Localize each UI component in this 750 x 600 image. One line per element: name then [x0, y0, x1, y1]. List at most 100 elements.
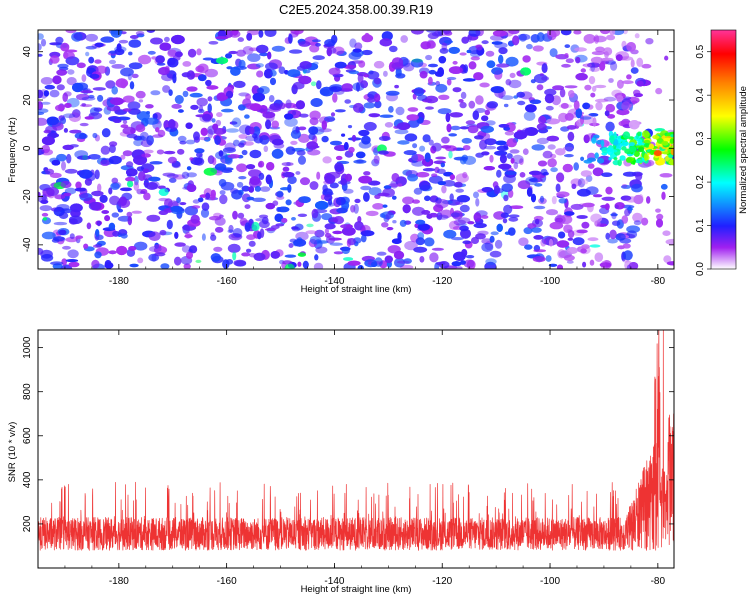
spectrogram-cell	[498, 54, 504, 64]
spectrogram-cell	[472, 110, 479, 120]
spectrogram-cell	[285, 199, 292, 206]
spectrogram-cell	[368, 113, 381, 118]
spectrogram-cell	[54, 194, 66, 200]
spectrogram-cell	[147, 50, 156, 55]
spectrogram-cell	[271, 148, 284, 159]
spectrogram-cell	[171, 103, 182, 109]
spectrogram-cell	[496, 169, 502, 178]
spectrogram-cell	[574, 47, 587, 52]
spectrogram-cell	[498, 163, 512, 170]
spectrogram-cell	[570, 203, 584, 210]
spectrogram-cell	[302, 260, 309, 269]
spectrogram-cell	[38, 247, 44, 255]
spectrogram-cell	[43, 129, 52, 134]
spectrogram-cell	[258, 30, 264, 38]
spectrogram-signal-cell	[669, 138, 674, 144]
spectrogram-cell	[341, 246, 350, 254]
spectrogram-cell	[215, 36, 229, 40]
spectrogram-cell	[475, 233, 486, 240]
spectrogram-cell	[448, 133, 458, 137]
spectrogram-cell	[298, 196, 311, 204]
spectrogram-signal-cell	[656, 157, 666, 166]
spectrogram-cell	[589, 259, 595, 266]
spectrogram-cell	[517, 129, 529, 138]
spectrogram-cell	[665, 238, 674, 245]
spectrogram-cell	[621, 101, 631, 111]
spectrogram-cell	[659, 173, 673, 178]
spectrogram-cell	[85, 51, 90, 57]
spectrogram-cell	[95, 243, 103, 248]
spectrogram-cell	[142, 230, 156, 238]
spectrogram-cell	[335, 197, 346, 206]
spectrogram-cell	[484, 145, 497, 150]
spectrogram-cell	[396, 122, 411, 130]
spectrogram-cell	[446, 123, 452, 133]
spectrogram-cell	[501, 183, 513, 192]
spectrogram-cell	[67, 69, 75, 75]
spectrogram-cell	[133, 181, 140, 191]
spectrogram-cell	[468, 30, 481, 37]
spectrogram-cell	[453, 251, 466, 261]
y-tick-label: 400	[22, 471, 33, 488]
spectrogram-cell	[126, 168, 138, 177]
spectrogram-cell	[71, 32, 83, 42]
spectrogram-cell	[404, 133, 418, 142]
spectrogram-cell	[516, 91, 525, 98]
spectrogram-cell	[453, 219, 466, 226]
spectrogram-cell	[294, 30, 300, 36]
spectrogram-cell	[545, 255, 552, 262]
spectrogram-cell	[135, 31, 145, 36]
spectrogram-cell	[292, 110, 297, 116]
spectrogram-cell	[508, 217, 519, 222]
spectrogram-cell	[258, 214, 269, 219]
spectrogram-cell	[522, 55, 531, 63]
spectrogram-cell	[489, 154, 494, 163]
spectrogram-cell	[49, 89, 60, 98]
spectrogram-cell	[529, 99, 542, 104]
spectrogram-y-label: Frequency (Hz)	[7, 117, 18, 182]
spectrogram-cell	[232, 251, 237, 261]
spectrogram-cell	[356, 159, 364, 164]
spectrogram-cell	[225, 53, 233, 59]
spectrogram-cell	[214, 163, 227, 171]
spectrogram-cell	[285, 99, 292, 109]
spectrogram-cell	[435, 156, 447, 160]
spectrogram-cell	[347, 260, 361, 266]
spectrogram-cell	[75, 181, 82, 189]
spectrogram-cell	[38, 191, 41, 198]
spectrogram-cell	[75, 235, 84, 239]
spectrogram-cell	[305, 230, 318, 235]
spectrogram-cell	[422, 168, 436, 172]
spectrogram-cell	[533, 205, 546, 210]
spectrogram-cell	[308, 133, 316, 141]
spectrogram-cell	[94, 42, 104, 48]
spectrogram-cell	[583, 134, 590, 144]
spectrogram-cell	[92, 132, 98, 139]
spectrogram-cell	[450, 125, 461, 131]
spectrogram-cell	[341, 133, 346, 137]
spectrogram-cell	[306, 141, 319, 150]
spectrogram-cell	[255, 218, 264, 222]
spectrogram-cell	[55, 36, 64, 44]
spectrogram-cell	[361, 234, 367, 243]
spectrogram-cell	[196, 151, 203, 158]
spectrogram-cell	[336, 155, 343, 161]
spectrogram-cell	[406, 114, 419, 121]
spectrogram-cell	[431, 173, 438, 177]
spectrogram-cell	[479, 82, 490, 88]
spectrogram-cell	[509, 149, 520, 154]
spectrogram-signal-cell	[662, 137, 672, 142]
spectrogram-cell	[72, 82, 84, 93]
spectrogram-cell	[58, 115, 65, 121]
spectrogram-cell	[138, 171, 146, 182]
spectrogram-cell	[166, 219, 173, 230]
spectrogram-cell	[252, 92, 265, 102]
spectrogram-cell	[403, 150, 417, 156]
spectrogram-cell	[181, 171, 190, 179]
spectrogram-cell	[131, 210, 142, 214]
spectrogram-cell	[321, 135, 329, 143]
y-tick-label: -40	[22, 237, 33, 252]
spectrogram-cell	[203, 167, 218, 176]
spectrogram-cell	[204, 68, 218, 78]
spectrogram-cell	[210, 234, 217, 241]
